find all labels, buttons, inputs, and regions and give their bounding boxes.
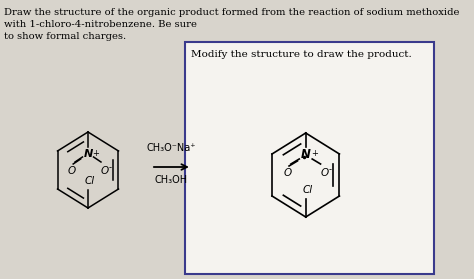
Text: -: - — [109, 163, 111, 172]
Text: Modify the structure to draw the product.: Modify the structure to draw the product… — [191, 50, 411, 59]
Text: N: N — [83, 149, 92, 159]
Text: O: O — [100, 166, 109, 176]
Text: CH₃OH: CH₃OH — [155, 175, 188, 185]
Text: N: N — [301, 148, 310, 162]
FancyBboxPatch shape — [185, 42, 434, 274]
Text: -: - — [329, 165, 332, 174]
Text: +: + — [92, 149, 100, 158]
Text: Draw the structure of the organic product formed from the reaction of sodium met: Draw the structure of the organic produc… — [4, 8, 459, 41]
Text: O: O — [320, 168, 328, 178]
Text: O: O — [283, 168, 291, 178]
Text: Cl: Cl — [84, 176, 94, 186]
Text: Cl: Cl — [303, 185, 313, 195]
Text: CH₃O⁻Na⁺: CH₃O⁻Na⁺ — [146, 143, 196, 153]
Text: +: + — [311, 149, 318, 158]
Text: O: O — [67, 166, 75, 176]
